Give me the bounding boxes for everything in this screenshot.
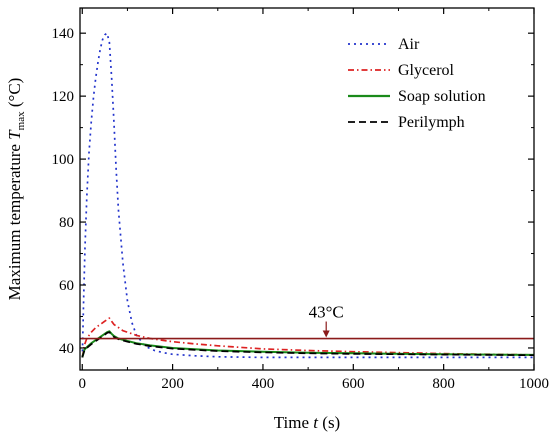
y-tick-label: 120 [52, 89, 75, 105]
x-tick-label: 800 [432, 376, 455, 392]
series-line-air [81, 32, 534, 359]
plot-frame [79, 7, 535, 371]
legend-label-glycerol: Glycerol [398, 62, 455, 79]
x-tick-label: 1000 [519, 376, 549, 392]
series-line-glycerol [81, 317, 534, 358]
y-axis-label: Maximum temperature Tmax (°C) [5, 78, 27, 301]
legend-label-air: Air [398, 36, 420, 53]
threshold-arrow-head [322, 330, 330, 338]
x-tick-label: 600 [342, 376, 365, 392]
x-axis: 0 200 400 600 800 1000 [79, 8, 549, 392]
threshold-label: 43°C [309, 303, 344, 322]
y-tick-label: 140 [52, 26, 75, 42]
legend-label-perilymph: Perilymph [398, 114, 465, 131]
y-tick-label: 100 [52, 152, 75, 168]
x-tick-label: 400 [252, 376, 275, 392]
y-axis: 40 60 80 100 120 140 [52, 26, 534, 357]
y-tick-label: 40 [59, 341, 74, 357]
series-line-soap-solution [81, 330, 534, 358]
legend: Air Glycerol Soap solution Perilymph [348, 36, 486, 131]
x-axis-label: Time t (s) [274, 413, 340, 432]
x-tick-label: 0 [79, 376, 87, 392]
legend-label-soap-solution: Soap solution [398, 88, 486, 105]
threshold-layer: 43°C [80, 303, 534, 340]
x-tick-label: 200 [161, 376, 184, 392]
y-tick-label: 60 [59, 278, 74, 294]
y-tick-label: 80 [59, 215, 74, 231]
